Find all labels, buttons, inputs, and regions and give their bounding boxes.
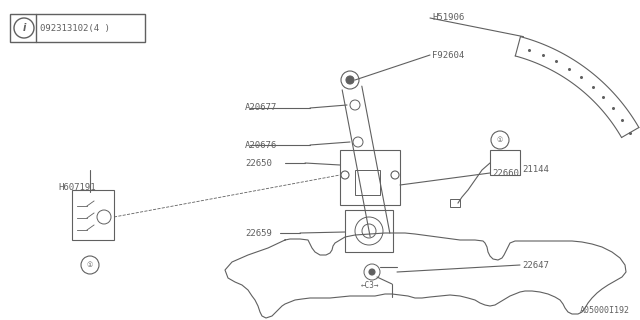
Text: H607191: H607191 — [58, 183, 95, 193]
Text: ①: ① — [497, 137, 503, 143]
Text: ①: ① — [87, 262, 93, 268]
Bar — [345, 210, 393, 252]
Text: ←C3→: ←C3→ — [361, 281, 380, 290]
Text: 22647: 22647 — [522, 260, 549, 269]
Text: 22659: 22659 — [245, 228, 272, 237]
Bar — [340, 150, 400, 205]
Text: F92604: F92604 — [432, 51, 464, 60]
Text: 21144: 21144 — [522, 165, 549, 174]
Circle shape — [346, 76, 354, 84]
Bar — [490, 150, 520, 175]
Circle shape — [369, 269, 375, 275]
Text: 22660: 22660 — [492, 169, 519, 178]
Text: i: i — [22, 23, 26, 33]
Text: A20677: A20677 — [245, 103, 277, 113]
Bar — [355, 170, 380, 195]
Text: A20676: A20676 — [245, 140, 277, 149]
Text: H51906: H51906 — [432, 13, 464, 22]
Bar — [10, 14, 145, 42]
Text: 22650: 22650 — [245, 158, 272, 167]
Text: A05000I192: A05000I192 — [580, 306, 630, 315]
Bar — [72, 190, 114, 240]
Bar — [450, 199, 460, 207]
Text: 092313102(4 ): 092313102(4 ) — [40, 23, 110, 33]
